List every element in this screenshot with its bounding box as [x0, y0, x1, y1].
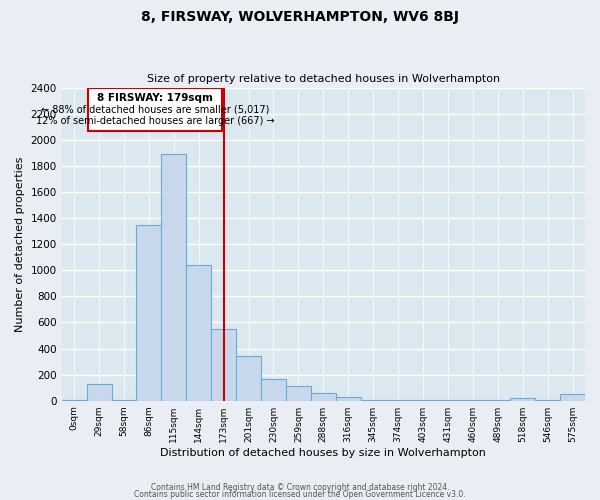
Bar — [510, 398, 535, 400]
Bar — [211, 329, 236, 400]
Bar — [261, 378, 286, 400]
Bar — [286, 386, 311, 400]
Bar — [336, 397, 361, 400]
Bar — [86, 384, 112, 400]
Bar — [311, 393, 336, 400]
X-axis label: Distribution of detached houses by size in Wolverhampton: Distribution of detached houses by size … — [160, 448, 486, 458]
Y-axis label: Number of detached properties: Number of detached properties — [15, 156, 25, 332]
Text: 8 FIRSWAY: 179sqm: 8 FIRSWAY: 179sqm — [97, 93, 213, 103]
Bar — [236, 356, 261, 401]
Text: 12% of semi-detached houses are larger (667) →: 12% of semi-detached houses are larger (… — [36, 116, 274, 126]
Title: Size of property relative to detached houses in Wolverhampton: Size of property relative to detached ho… — [147, 74, 500, 84]
Text: ← 88% of detached houses are smaller (5,017): ← 88% of detached houses are smaller (5,… — [41, 104, 269, 115]
Text: 8, FIRSWAY, WOLVERHAMPTON, WV6 8BJ: 8, FIRSWAY, WOLVERHAMPTON, WV6 8BJ — [141, 10, 459, 24]
Bar — [186, 265, 211, 400]
Bar — [560, 394, 585, 400]
Bar — [136, 224, 161, 400]
Text: Contains HM Land Registry data © Crown copyright and database right 2024.: Contains HM Land Registry data © Crown c… — [151, 484, 449, 492]
FancyBboxPatch shape — [88, 88, 223, 130]
Text: Contains public sector information licensed under the Open Government Licence v3: Contains public sector information licen… — [134, 490, 466, 499]
Bar — [161, 154, 186, 400]
